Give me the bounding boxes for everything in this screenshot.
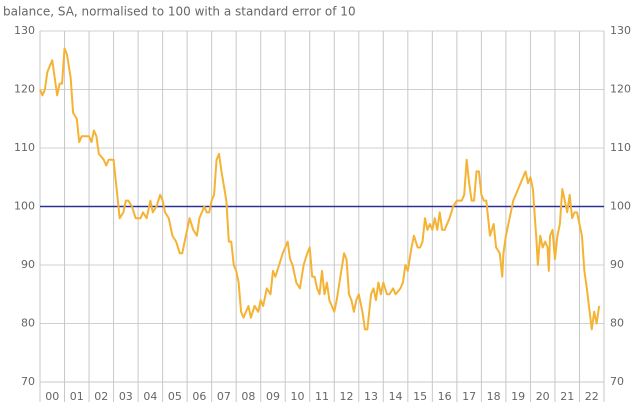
y2-tick-label: 90 <box>610 258 624 271</box>
y-tick-label: 80 <box>21 317 35 330</box>
x-tick-label: 21 <box>560 390 574 403</box>
x-tick-label: 05 <box>168 390 182 403</box>
x-tick-label: 07 <box>217 390 231 403</box>
x-tick-label: 14 <box>389 390 403 403</box>
y2-tick-label: 110 <box>610 141 631 154</box>
x-tick-label: 10 <box>290 390 304 403</box>
y-tick-label: 100 <box>14 200 35 213</box>
chart-title: balance, SA, normalised to 100 with a st… <box>3 5 356 19</box>
x-tick-label: 12 <box>340 390 354 403</box>
x-tick-label: 17 <box>462 390 476 403</box>
x-tick-label: 09 <box>266 390 280 403</box>
y-tick-label: 110 <box>14 141 35 154</box>
x-tick-label: 01 <box>70 390 84 403</box>
y2-tick-label: 70 <box>610 375 624 388</box>
x-tick-label: 11 <box>315 390 329 403</box>
x-tick-label: 19 <box>511 390 525 403</box>
y2-tick-label: 100 <box>610 200 631 213</box>
y2-tick-label: 130 <box>610 24 631 37</box>
x-tick-label: 22 <box>585 390 599 403</box>
x-tick-label: 08 <box>241 390 255 403</box>
y-tick-label: 70 <box>21 375 35 388</box>
data-line <box>39 47 601 331</box>
x-tick-label: 20 <box>536 390 550 403</box>
x-tick-label: 16 <box>438 390 452 403</box>
x-tick-label: 18 <box>487 390 501 403</box>
x-tick-label: 15 <box>413 390 427 403</box>
x-tick-label: 06 <box>192 390 206 403</box>
x-tick-label: 03 <box>119 390 133 403</box>
y-tick-label: 90 <box>21 258 35 271</box>
x-tick-label: 13 <box>364 390 378 403</box>
x-tick-label: 00 <box>45 390 59 403</box>
x-tick-label: 02 <box>94 390 108 403</box>
y-tick-label: 120 <box>14 83 35 96</box>
y-tick-label: 130 <box>14 24 35 37</box>
x-tick-label: 04 <box>143 390 157 403</box>
y2-tick-label: 80 <box>610 317 624 330</box>
y2-tick-label: 120 <box>610 83 631 96</box>
